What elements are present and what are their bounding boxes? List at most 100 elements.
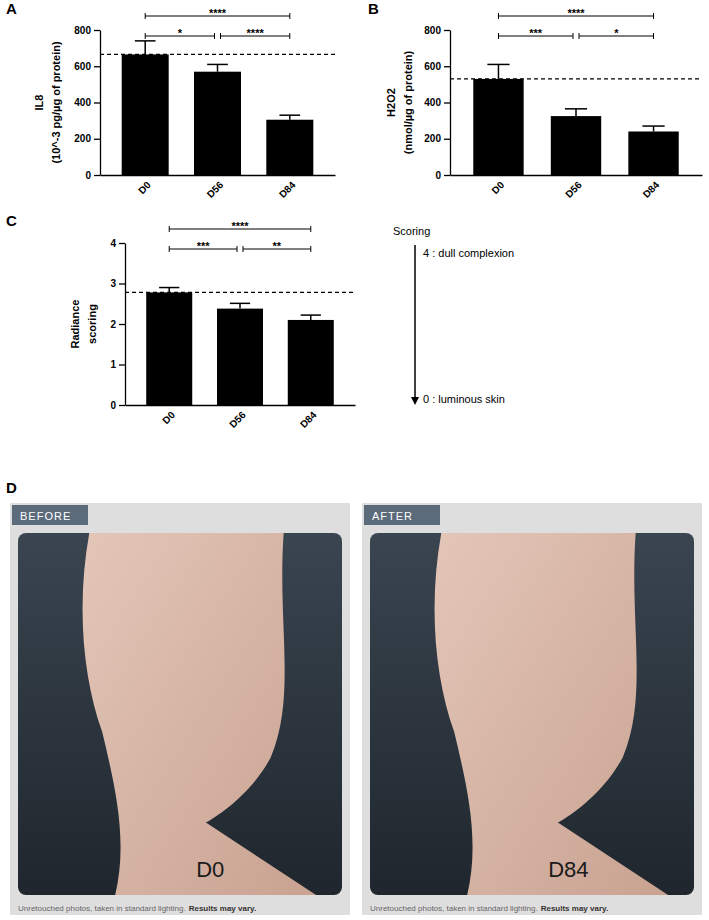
error-bar-stem (498, 64, 500, 79)
significance-bracket: **** (169, 220, 311, 232)
tick-label: 1 (110, 359, 116, 370)
tick-label: 0 (85, 170, 91, 181)
significance-bracket: **** (498, 7, 653, 19)
photo-frame (10, 503, 350, 915)
y-axis: 0 200 400 600 800 (424, 25, 450, 181)
panel: B0200400600800D0D56D84H2O2(nmol/µg of pr… (368, 0, 703, 200)
error-bar (279, 115, 300, 120)
tick-label: 600 (424, 61, 441, 72)
axis-line (125, 244, 126, 406)
caption: Unretouched photos, taken in standard li… (370, 904, 608, 913)
tick-mark (119, 405, 125, 406)
y-axis: 0200400600800 (74, 25, 100, 181)
tick: 0 (435, 170, 450, 181)
tick: 200 (424, 133, 450, 144)
x-axis: D0D56D84 (451, 175, 703, 200)
caption-emphasis: Results may vary. (541, 904, 608, 913)
panel: C01234D0D56D84Radiancescoring*********Sc… (6, 212, 514, 430)
tick: 4 (110, 238, 125, 249)
tick: D0 (136, 175, 153, 196)
figure-svg: A0200400600800D0D56D84IL8(10^-3 pg/µg of… (0, 0, 709, 920)
tick: D56 (563, 175, 584, 200)
error-bar (135, 41, 156, 55)
significance-bracket: **** (221, 27, 290, 39)
tick: 600 (74, 61, 100, 72)
face (83, 533, 317, 895)
tick: 0 (85, 170, 100, 181)
tick-mark (119, 364, 125, 365)
tick-label: 400 (424, 97, 441, 108)
tick: D0 (489, 175, 506, 196)
tick-mark (119, 283, 125, 284)
panel-letter: C (6, 212, 17, 229)
significance-label: *** (529, 27, 543, 39)
error-bar-cap (135, 40, 156, 42)
figure: A0200400600800D0D56D84IL8(10^-3 pg/µg of… (0, 0, 709, 920)
significance-bracket: *** (498, 27, 573, 39)
tick-label: D56 (227, 409, 248, 430)
photo-panel: DBEFORED0Unretouched photos, taken in st… (6, 479, 702, 915)
error-bar-cap (565, 108, 587, 110)
tick: 600 (424, 61, 450, 72)
tick: 3 (110, 278, 125, 289)
axis-title: scoring (86, 304, 98, 344)
caption: Unretouched photos, taken in standard li… (18, 904, 256, 913)
axis-title: IL8 (33, 95, 45, 111)
tick: D56 (205, 175, 226, 200)
x-axis: D0 D56 D84 (101, 175, 336, 200)
tick: D0 (160, 405, 177, 426)
tick-label: D84 (277, 179, 298, 200)
tick: 1 (110, 359, 125, 370)
bar (146, 292, 192, 405)
error-bar-cap (279, 114, 300, 116)
bar (266, 120, 313, 175)
tick-mark (94, 175, 100, 176)
scale-note: Scoring4 : dull complexion0 : luminous s… (393, 225, 514, 405)
caption-emphasis: Results may vary. (189, 904, 256, 913)
significance-label: **** (567, 7, 585, 19)
tick-label: 0 (110, 400, 116, 411)
axis-line (126, 405, 356, 406)
error-bar-cap (487, 64, 509, 66)
tick: 400 (424, 97, 450, 108)
error-bar (159, 288, 179, 293)
x-axis: D0 D56 D84 (126, 405, 356, 430)
tick-label: 3 (110, 278, 116, 289)
tick-mark (119, 243, 125, 244)
significance-label: **** (247, 27, 265, 39)
significance-bracket: * (145, 27, 214, 39)
significance-bracket: *** (169, 240, 237, 252)
significance-label: ** (273, 240, 282, 252)
tick: D84 (298, 405, 319, 430)
axis-title: (10^-3 pg/µg of protein) (50, 41, 62, 163)
tick-mark (119, 324, 125, 325)
tick-label: 2 (110, 319, 116, 330)
tick-mark (94, 30, 100, 31)
bar (217, 309, 263, 405)
significance-bracket: * (579, 27, 654, 39)
panel: A0200400600800D0D56D84IL8(10^-3 pg/µg of… (6, 0, 336, 200)
bar (194, 72, 241, 175)
photo-tab (364, 505, 440, 525)
error-bar-stem (653, 126, 655, 131)
error-bar-stem (217, 64, 219, 71)
bar (288, 320, 334, 405)
tick: 800 (74, 25, 100, 36)
error-bar-cap (301, 314, 321, 316)
tick: D56 (227, 405, 248, 430)
tick: D84 (277, 175, 298, 200)
axis-line (450, 31, 451, 176)
tick-label: 800 (424, 25, 441, 36)
tick: 2 (110, 319, 125, 330)
significance-label: *** (197, 240, 211, 252)
error-bar-cap (642, 125, 664, 127)
error-bar (565, 109, 587, 116)
error-bar-stem (575, 109, 577, 116)
axis-title: H2O2 (385, 88, 397, 117)
photo-day: D84 (548, 857, 588, 882)
tick-label: D56 (563, 179, 584, 200)
error-bar (642, 126, 664, 131)
tick-label: 200 (74, 133, 91, 144)
photo-day: D0 (196, 857, 224, 882)
axis-title: Radiance (69, 300, 81, 349)
